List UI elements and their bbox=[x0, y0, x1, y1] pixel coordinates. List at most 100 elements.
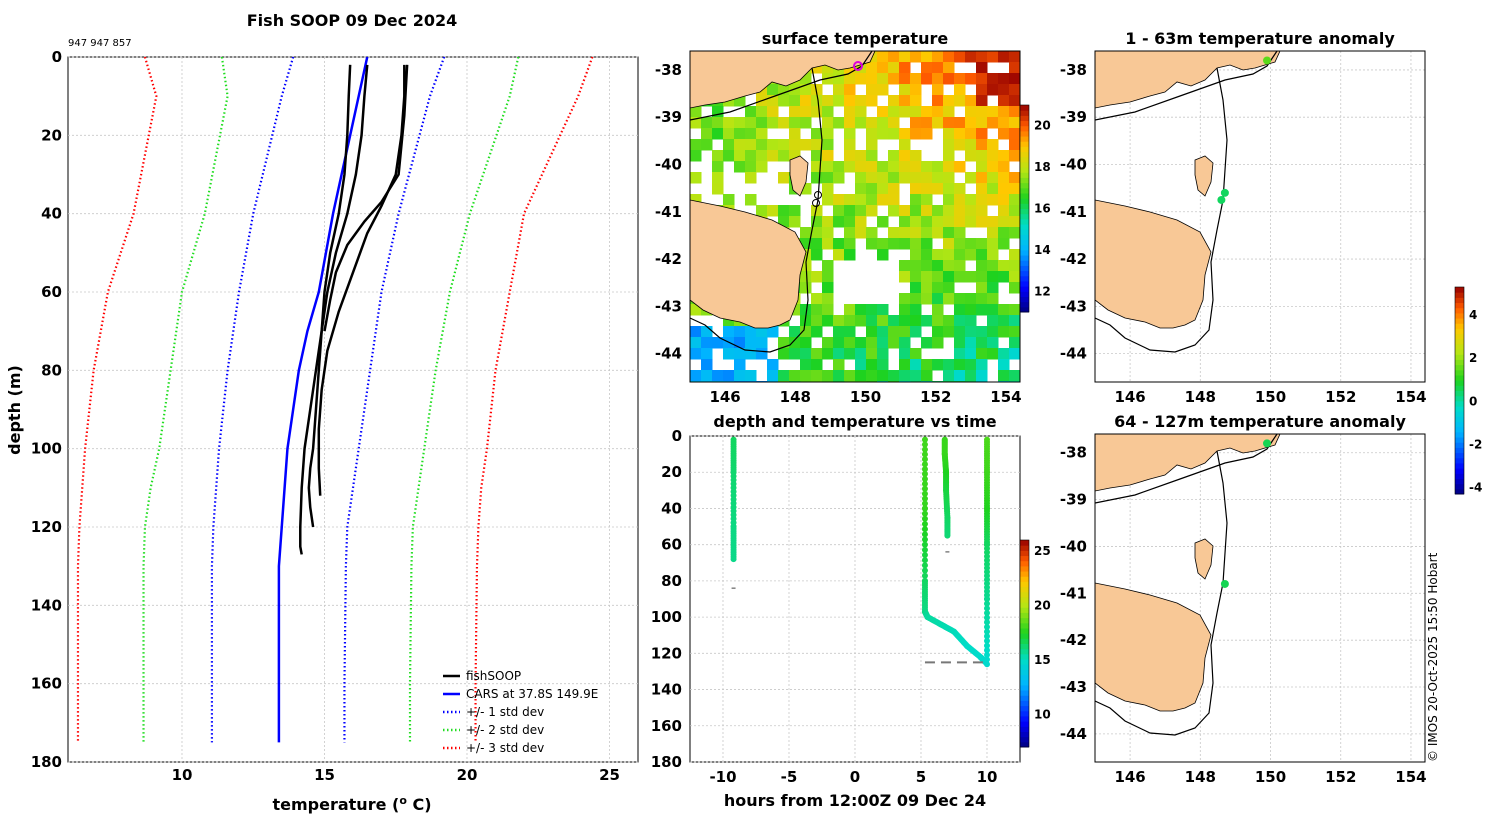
sst-cell bbox=[910, 260, 922, 272]
cast-2a-point bbox=[921, 490, 928, 497]
sst-cell bbox=[811, 227, 823, 239]
sst-cell bbox=[954, 249, 966, 261]
sst-tasmania bbox=[690, 199, 807, 329]
sst-cell bbox=[932, 293, 944, 305]
anom-colorbar-step bbox=[1455, 323, 1464, 329]
sst-ytick-label: -40 bbox=[655, 155, 682, 173]
sst-cell bbox=[833, 216, 845, 228]
cast-2c-point bbox=[984, 661, 990, 668]
anom1-points bbox=[1217, 56, 1272, 204]
sst-cell bbox=[976, 271, 988, 283]
sst-cell bbox=[921, 117, 933, 129]
dt-colorbar-step bbox=[1020, 540, 1029, 546]
anom-colorbar-step bbox=[1455, 354, 1464, 360]
profile-fish-casts bbox=[299, 64, 409, 555]
sst-cell bbox=[943, 282, 955, 294]
dt-colorbar-step bbox=[1020, 571, 1029, 577]
anom1-shelf-contour bbox=[1095, 51, 1278, 353]
dt-colorbar-step bbox=[1020, 653, 1029, 660]
dt-colorbar-step bbox=[1020, 596, 1029, 603]
sst-cell bbox=[690, 117, 702, 129]
sst-cell bbox=[1009, 51, 1020, 63]
sst-cell bbox=[800, 337, 812, 349]
sst-cell bbox=[833, 381, 845, 382]
sst-cell bbox=[987, 348, 999, 360]
sst-cell bbox=[976, 337, 988, 349]
sst-cell bbox=[965, 337, 977, 349]
sst-cell bbox=[833, 326, 845, 338]
sst-cell bbox=[822, 238, 834, 250]
sst-cell bbox=[822, 194, 834, 206]
sst-cell bbox=[943, 117, 955, 129]
sst-cell bbox=[910, 315, 922, 327]
sst-colorbar-step bbox=[1020, 110, 1029, 116]
sst-cell bbox=[921, 216, 933, 228]
profile-xtick-label: 25 bbox=[599, 766, 620, 784]
sst-cell bbox=[811, 249, 823, 261]
sst-cell bbox=[976, 370, 988, 382]
anom-colorbar-tick: -2 bbox=[1469, 437, 1482, 451]
sst-cell bbox=[943, 183, 955, 195]
sst-cell bbox=[954, 359, 966, 371]
sst-cell bbox=[998, 128, 1010, 140]
anom-colorbar-step bbox=[1455, 447, 1464, 454]
sst-cell bbox=[910, 95, 922, 107]
sst-cell bbox=[789, 139, 801, 151]
sst-cell bbox=[987, 326, 999, 338]
sst-cell bbox=[899, 139, 911, 151]
profile-xtick-label: 15 bbox=[314, 766, 335, 784]
sst-cell bbox=[745, 194, 757, 206]
sst-cell bbox=[943, 150, 955, 162]
std-line-minus-1 bbox=[210, 56, 295, 743]
cast-2a-point bbox=[921, 552, 928, 559]
sst-cell bbox=[1009, 106, 1020, 118]
sst-cell bbox=[965, 128, 977, 140]
sst-cell bbox=[789, 117, 801, 129]
sst-cell bbox=[778, 139, 790, 151]
sst-cell bbox=[976, 62, 988, 74]
profile-xtick-label: 20 bbox=[457, 766, 478, 784]
dt-ytick-label: 140 bbox=[651, 681, 682, 699]
anom-colorbar-box bbox=[1454, 286, 1465, 495]
sst-xtick-label: 146 bbox=[709, 388, 740, 406]
sst-cell bbox=[932, 205, 944, 217]
sst-cell bbox=[767, 205, 779, 217]
sst-cell bbox=[811, 304, 823, 316]
sst-cell bbox=[745, 348, 757, 360]
sst-cell bbox=[932, 359, 944, 371]
sst-cell bbox=[811, 128, 823, 140]
sst-cell bbox=[998, 205, 1010, 217]
sst-cell bbox=[932, 216, 944, 228]
sst-colorbar-step bbox=[1020, 187, 1029, 194]
sst-cell bbox=[910, 73, 922, 85]
sst-cell bbox=[1009, 216, 1020, 228]
sst-cell bbox=[1009, 249, 1020, 261]
sst-cell bbox=[866, 205, 878, 217]
sst-cell bbox=[888, 117, 900, 129]
sst-cell bbox=[965, 293, 977, 305]
sst-cell bbox=[921, 227, 933, 239]
dt-ytick-label: 160 bbox=[651, 717, 682, 735]
anom-colorbar-step bbox=[1455, 457, 1464, 464]
cast-2a-point bbox=[921, 531, 928, 538]
anom2-ytick-label: -43 bbox=[1060, 678, 1087, 696]
anom-colorbar-step bbox=[1455, 338, 1464, 345]
anom-colorbar-step bbox=[1455, 462, 1464, 469]
sst-cell bbox=[998, 271, 1010, 283]
anom1-anomaly-point bbox=[1263, 56, 1272, 65]
sst-cell bbox=[833, 205, 845, 217]
sst-cell bbox=[976, 95, 988, 107]
sst-cell bbox=[910, 106, 922, 118]
sst-cell bbox=[954, 51, 966, 63]
sst-cell bbox=[800, 117, 812, 129]
sst-cell bbox=[822, 227, 834, 239]
sst-cell bbox=[976, 282, 988, 294]
dt-xtick-label: 5 bbox=[916, 768, 926, 786]
dt-ytick-label: 80 bbox=[661, 572, 682, 590]
sst-cell bbox=[690, 172, 702, 184]
anom1-ytick-label: -41 bbox=[1060, 203, 1087, 221]
profile-ylabel: depth (m) bbox=[5, 365, 24, 455]
sst-cell bbox=[921, 62, 933, 74]
anom2-xtick-label: 152 bbox=[1325, 768, 1356, 786]
anom-colorbar-step bbox=[1455, 302, 1464, 309]
